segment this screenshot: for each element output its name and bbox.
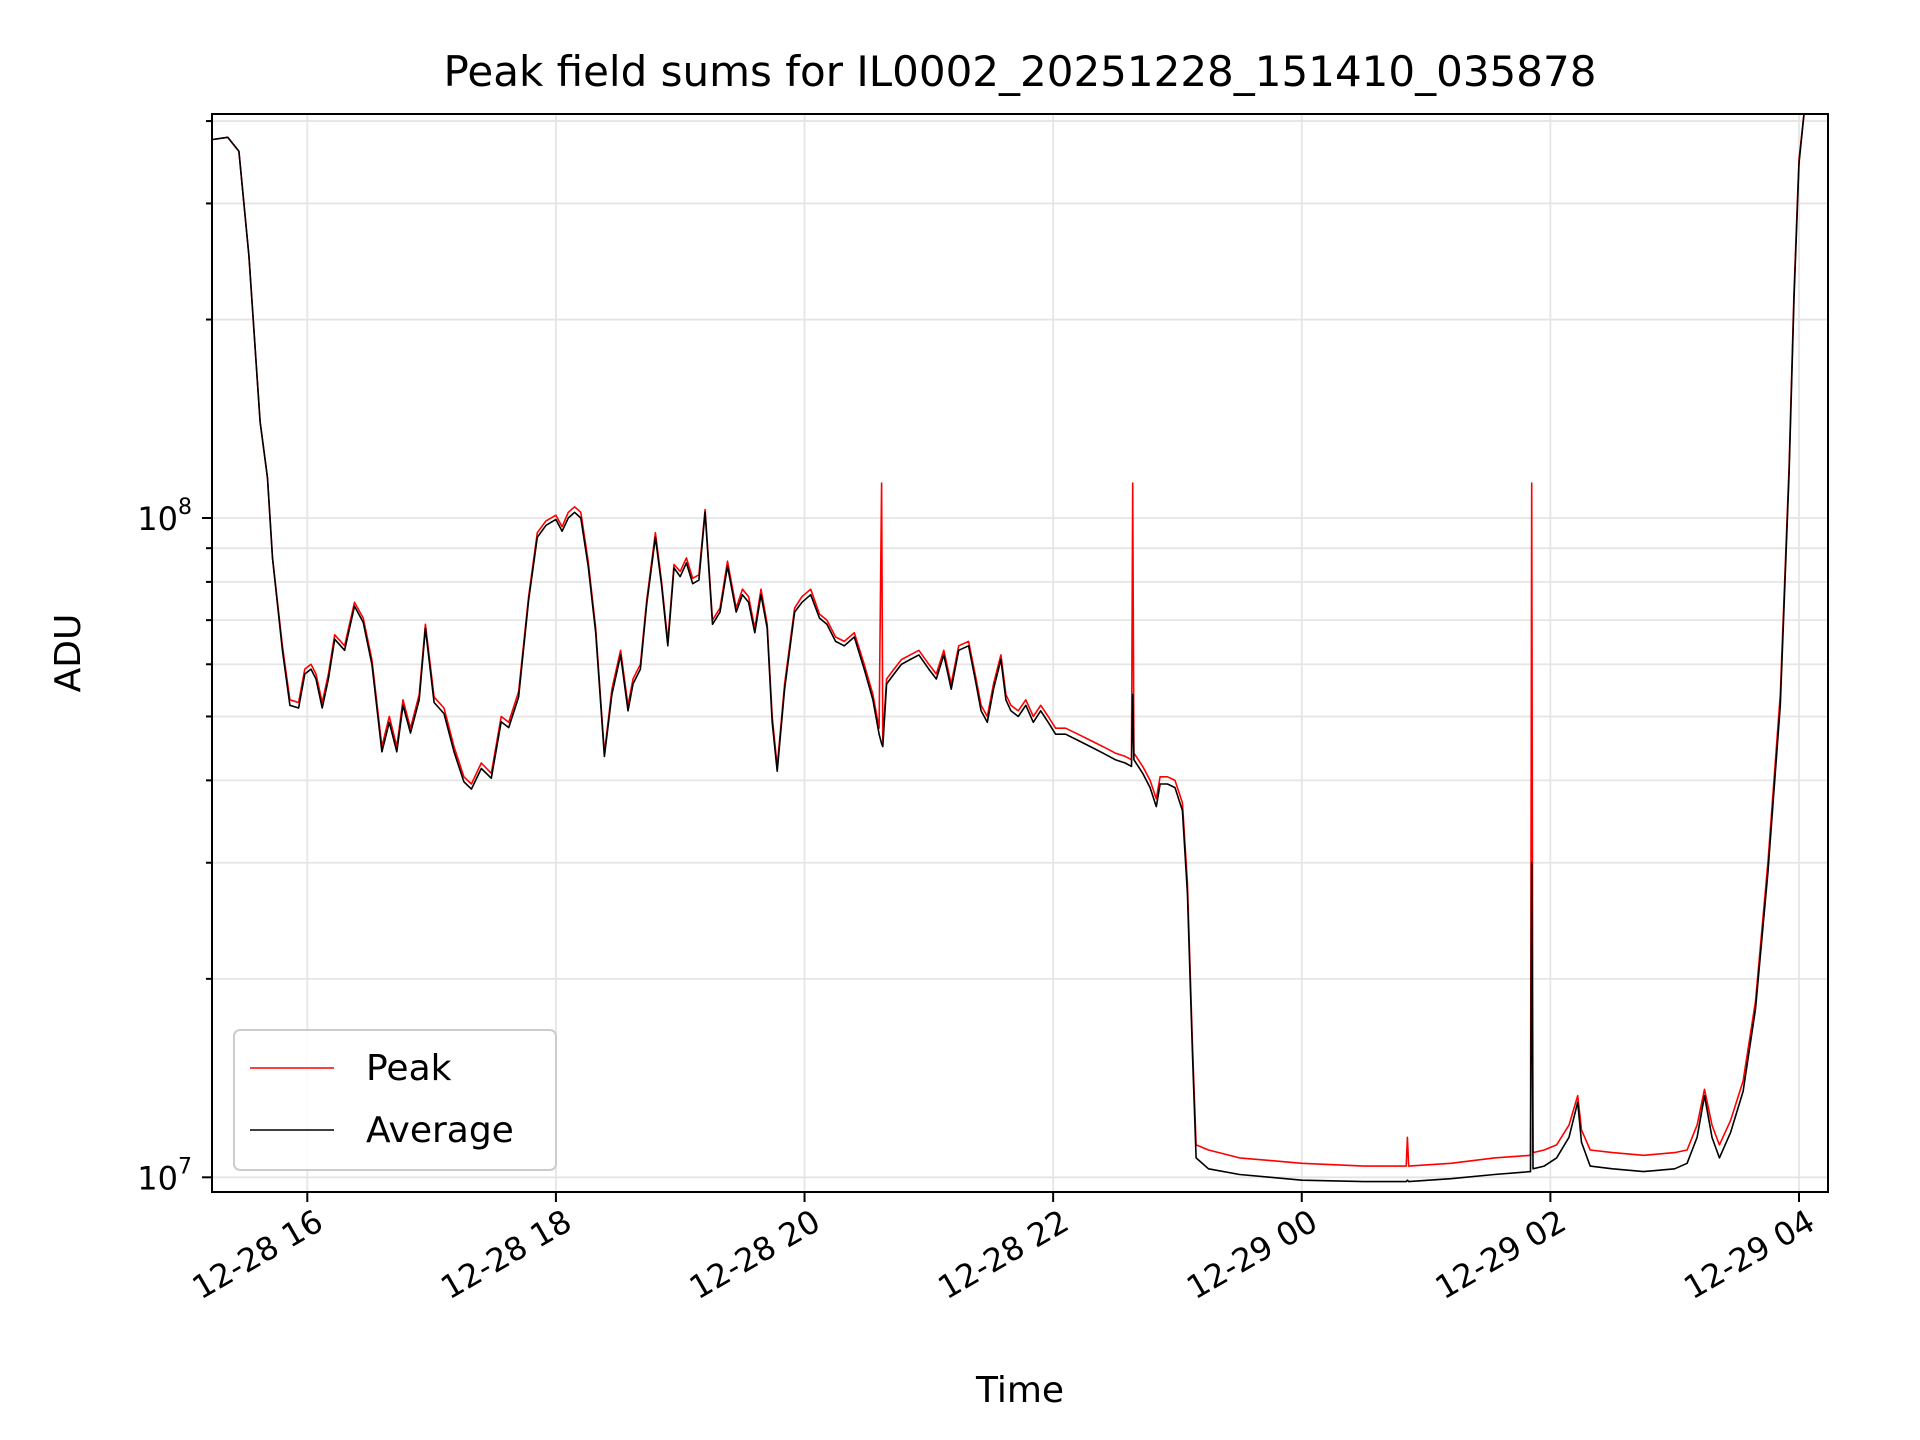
x-axis-label: Time [975,1370,1064,1411]
plot-frame [211,113,1829,1193]
y-axis-label: ADU [48,614,89,693]
series-line-average [212,113,1827,1183]
legend-label-average: Average [366,1110,514,1151]
grid [212,114,1828,1192]
series-line-peak [212,113,1827,1167]
chart-title: Peak field sums for IL0002_20251228_1514… [444,47,1597,96]
legend: Peak Average [233,1029,557,1171]
series-layer [212,113,1827,1183]
legend-box [233,1029,557,1171]
y-tick-label: 107 [137,1154,192,1197]
legend-label-peak: Peak [366,1048,452,1089]
y-tick-label: 108 [137,495,192,538]
